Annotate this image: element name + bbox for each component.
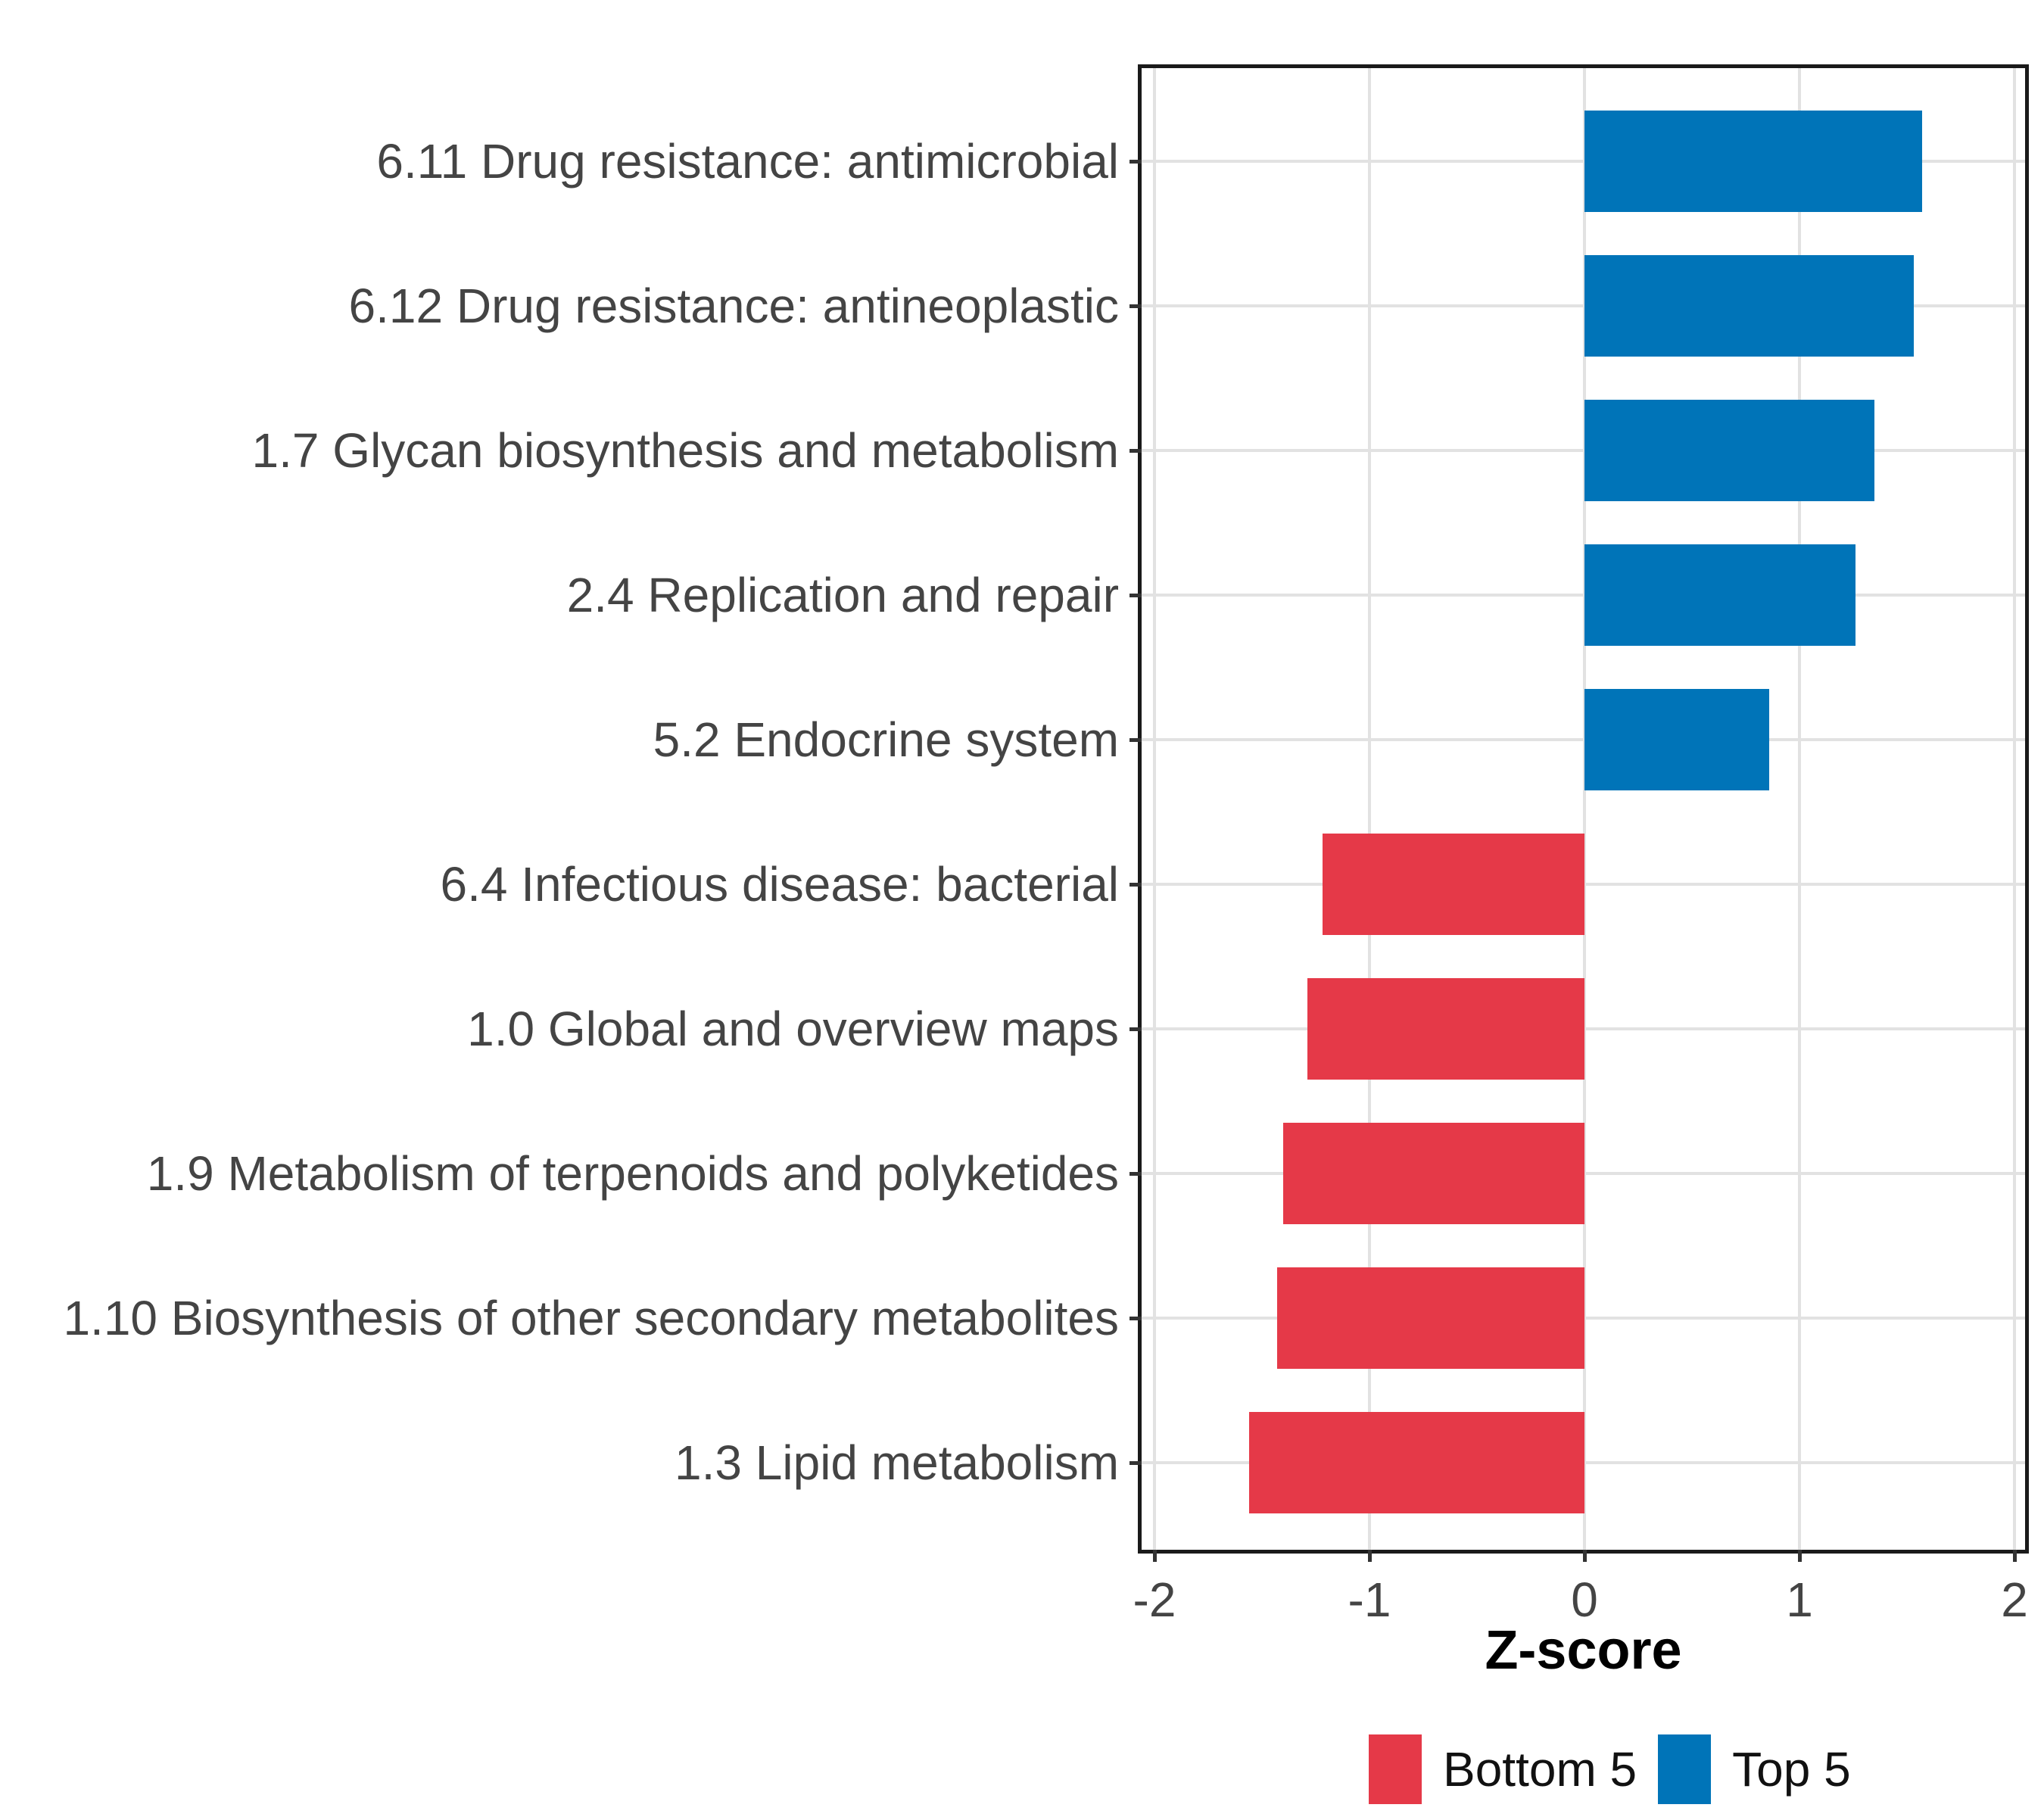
y-gridline — [1142, 449, 2025, 452]
chart-panel — [1142, 68, 2025, 1550]
legend-label: Bottom 5 — [1443, 1742, 1637, 1797]
bar-bottom5 — [1307, 978, 1584, 1080]
x-axis-tick — [1583, 1550, 1587, 1562]
legend: Bottom 5 Top 5 — [1369, 1734, 1851, 1804]
y-axis-label: 1.0 Global and overview maps — [467, 1002, 1119, 1056]
x-gridline — [1798, 68, 1801, 1550]
x-axis-tick-label: 2 — [2001, 1572, 2028, 1627]
y-axis-label: 6.4 Infectious disease: bacterial — [440, 857, 1119, 912]
bar-top5 — [1584, 400, 1875, 501]
y-axis-tick — [1129, 160, 1142, 164]
x-axis-tick — [2013, 1550, 2017, 1562]
y-axis-tick — [1129, 1172, 1142, 1176]
x-axis-tick — [1368, 1550, 1372, 1562]
y-axis-tick — [1129, 449, 1142, 453]
bar-top5 — [1584, 255, 1914, 357]
x-axis-tick-label: -1 — [1348, 1572, 1391, 1627]
legend-key-top-5 — [1658, 1734, 1712, 1804]
y-gridline — [1142, 160, 2025, 163]
bar-top5 — [1584, 689, 1770, 790]
y-gridline — [1142, 594, 2025, 597]
y-axis-tick — [1129, 594, 1142, 597]
x-gridline — [1153, 68, 1156, 1550]
bar-bottom5 — [1322, 834, 1584, 935]
y-axis-label: 6.11 Drug resistance: antimicrobial — [376, 134, 1119, 189]
x-axis-tick — [1153, 1550, 1157, 1562]
x-axis-tick-label: 1 — [1786, 1572, 1813, 1627]
bar-bottom5 — [1283, 1123, 1584, 1224]
y-axis-tick — [1129, 1317, 1142, 1320]
y-gridline — [1142, 304, 2025, 307]
y-axis-label: 1.7 Glycan biosynthesis and metabolism — [251, 423, 1119, 478]
y-axis-label: 1.9 Metabolism of terpenoids and polyket… — [146, 1146, 1119, 1201]
x-gridline — [1368, 68, 1371, 1550]
bar-top5 — [1584, 111, 1922, 212]
x-axis-tick-label: -2 — [1133, 1572, 1176, 1627]
y-axis-label: 6.12 Drug resistance: antineoplastic — [348, 279, 1119, 333]
y-axis-tick — [1129, 883, 1142, 887]
y-axis-tick — [1129, 1461, 1142, 1465]
y-axis-tick — [1129, 1027, 1142, 1031]
bar-bottom5 — [1276, 1267, 1584, 1369]
x-gridline — [2013, 68, 2016, 1550]
y-axis-label: 5.2 Endocrine system — [653, 712, 1119, 767]
y-axis-label: 1.3 Lipid metabolism — [675, 1435, 1119, 1490]
y-axis-tick — [1129, 738, 1142, 742]
y-axis-label: 1.10 Biosynthesis of other secondary met… — [63, 1291, 1119, 1345]
x-axis-tick-label: 0 — [1571, 1572, 1598, 1627]
bar-top5 — [1584, 544, 1855, 646]
y-axis-tick — [1129, 304, 1142, 308]
x-gridline — [1583, 68, 1586, 1550]
x-axis-tick — [1798, 1550, 1802, 1562]
legend-key-bottom-5 — [1369, 1734, 1422, 1804]
x-axis-title: Z-score — [1485, 1620, 1682, 1681]
y-axis-label: 2.4 Replication and repair — [566, 568, 1119, 622]
legend-label: Top 5 — [1732, 1742, 1851, 1797]
bar-bottom5 — [1248, 1412, 1584, 1513]
y-gridline — [1142, 738, 2025, 741]
